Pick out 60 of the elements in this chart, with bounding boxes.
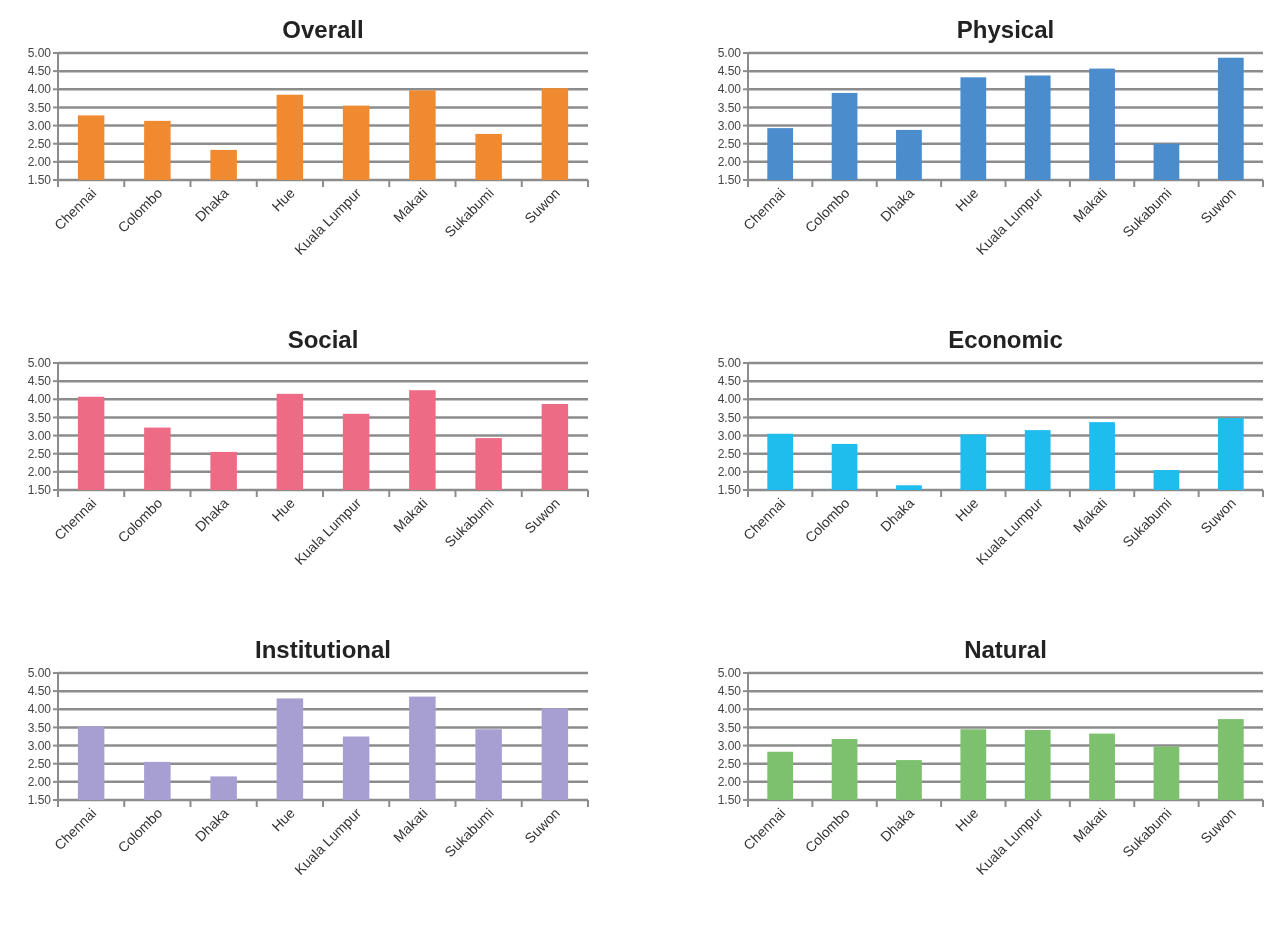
y-tick-label: 3.50 xyxy=(717,410,742,425)
y-tick-label: 5.00 xyxy=(717,356,742,371)
y-tick-label: 2.00 xyxy=(717,465,742,480)
y-tick-label: 5.00 xyxy=(27,666,52,681)
y-tick-label: 1.50 xyxy=(717,483,742,498)
y-tick-label: 3.00 xyxy=(27,118,52,133)
y-tick-label: 4.50 xyxy=(27,374,52,389)
chart-title: Economic xyxy=(948,326,1063,353)
x-tick-label: Hue xyxy=(951,804,982,835)
y-tick-label: 3.50 xyxy=(27,720,52,735)
x-tick-label: Hue xyxy=(268,184,299,215)
y-tick-label: 5.00 xyxy=(27,46,52,61)
y-tick-label: 3.50 xyxy=(27,410,52,425)
y-tick-label: 2.00 xyxy=(27,775,52,790)
y-tick-label: 4.50 xyxy=(717,374,742,389)
y-tick-label: 4.00 xyxy=(27,82,52,97)
y-tick-label: 4.00 xyxy=(717,82,742,97)
y-tick-label: 3.00 xyxy=(717,738,742,753)
y-tick-label: 4.00 xyxy=(717,392,742,407)
y-tick-label: 1.50 xyxy=(27,173,52,188)
y-tick-label: 1.50 xyxy=(717,173,742,188)
y-tick-label: 3.50 xyxy=(717,100,742,115)
y-tick-label: 5.00 xyxy=(717,46,742,61)
y-tick-label: 2.00 xyxy=(717,155,742,170)
y-tick-label: 4.50 xyxy=(27,684,52,699)
y-tick-label: 4.50 xyxy=(717,64,742,79)
chart-title: Physical xyxy=(956,16,1055,43)
y-tick-label: 2.50 xyxy=(717,136,742,151)
chart-title: Natural xyxy=(964,636,1047,663)
y-tick-label: 1.50 xyxy=(27,793,52,808)
y-tick-label: 4.50 xyxy=(27,64,52,79)
y-tick-label: 2.50 xyxy=(717,756,742,771)
y-tick-label: 3.00 xyxy=(717,428,742,443)
x-tick-label: Hue xyxy=(951,184,982,215)
y-tick-label: 1.50 xyxy=(717,793,742,808)
x-tick-label: Hue xyxy=(268,804,299,835)
y-tick-label: 5.00 xyxy=(27,356,52,371)
y-tick-label: 4.00 xyxy=(27,392,52,407)
y-tick-label: 3.00 xyxy=(27,428,52,443)
chart-title: Social xyxy=(287,326,359,353)
chart-title: Institutional xyxy=(255,636,391,663)
x-tick-label: Hue xyxy=(268,494,299,525)
y-tick-label: 2.00 xyxy=(27,465,52,480)
y-tick-label: 3.00 xyxy=(717,118,742,133)
y-tick-label: 2.50 xyxy=(717,446,742,461)
y-tick-label: 3.50 xyxy=(27,100,52,115)
y-tick-label: 2.00 xyxy=(27,155,52,170)
y-tick-label: 3.00 xyxy=(27,738,52,753)
chart-title: Overall xyxy=(282,16,364,43)
y-tick-label: 2.00 xyxy=(717,775,742,790)
x-tick-label: Hue xyxy=(951,494,982,525)
y-tick-label: 4.50 xyxy=(717,684,742,699)
y-tick-label: 3.50 xyxy=(717,720,742,735)
y-tick-label: 1.50 xyxy=(27,483,52,498)
y-tick-label: 2.50 xyxy=(27,136,52,151)
y-tick-label: 2.50 xyxy=(27,446,52,461)
y-tick-label: 5.00 xyxy=(717,666,742,681)
y-tick-label: 4.00 xyxy=(27,702,52,717)
y-tick-label: 4.00 xyxy=(717,702,742,717)
y-tick-label: 2.50 xyxy=(27,756,52,771)
